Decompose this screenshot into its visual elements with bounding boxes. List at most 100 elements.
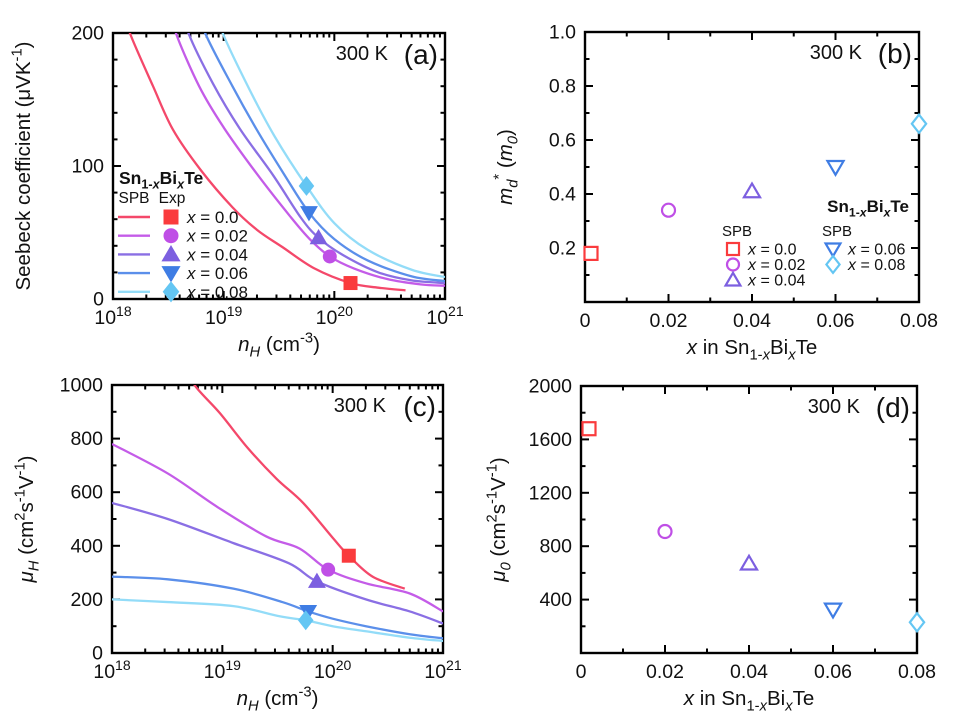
legend-title: Sn1-xBixTe: [119, 168, 204, 192]
x-tick-label-c: 1020: [314, 657, 352, 683]
curves-a: [128, 33, 445, 292]
legend-header: Exp: [159, 190, 186, 207]
spb-curve-a-series-2: [187, 33, 445, 285]
triangle-down-marker: [300, 206, 318, 222]
y-tick-label-d: 800: [539, 536, 572, 558]
triangle-down-marker: [299, 604, 318, 621]
x-tick-label-a: 1020: [316, 303, 354, 329]
y-axis-label-b: md* (m0): [491, 129, 521, 205]
legend-item-label: x = 0.08: [847, 257, 905, 274]
plot-frame-b: [583, 30, 921, 304]
panel-letter-a: (a): [404, 39, 438, 70]
panel-b: 0 0.02 0.04 0.06 0.08 0.2 0.4 0.6 0.8 1.0 x in Sn1…: [491, 22, 938, 364]
legend-b: Sn1-xBixTe SPB x = 0.0x = 0.02x = 0.04 SPB x…: [722, 197, 909, 290]
panel-c: 1018 1019 1020 1021 0 200 400 600 800 1000 nH (cm-…: [12, 375, 462, 715]
axis-ticks-c: [111, 384, 444, 654]
y-tick-label-c: 1000: [60, 375, 104, 397]
diamond-marker: [825, 254, 841, 275]
triangle-up-marker: [309, 229, 328, 245]
y-tick-label-d: 1600: [529, 429, 573, 451]
circle-marker: [660, 202, 677, 218]
square-marker: [581, 421, 597, 437]
x-tick-label-b: 0: [580, 310, 591, 332]
legend-title: Sn1-xBixTe: [827, 197, 909, 220]
spb-curve-a-series-3: [203, 33, 445, 283]
triangle-up-marker: [307, 572, 326, 588]
diamond-marker: [162, 281, 180, 303]
legend-item-label: x = 0.06: [186, 264, 248, 283]
spb-curve-a-series-1: [174, 33, 445, 287]
square-marker: [343, 276, 358, 291]
triangle-up-marker: [739, 553, 759, 571]
y-tick-label-c: 800: [70, 428, 103, 450]
y-tick-label-c: 600: [70, 482, 103, 504]
triangle-down-marker: [825, 159, 846, 177]
circle-marker: [163, 228, 179, 244]
spb-curve-c-series-0: [193, 385, 406, 590]
legend-item-label: x = 0.0: [747, 242, 797, 259]
diamond-marker: [910, 112, 928, 135]
x-tick-label-a: 1019: [205, 303, 243, 329]
y-tick-label-b: 0.4: [549, 184, 576, 206]
panel-d: 0 0.02 0.04 0.06 0.08 400 800 1200 1600 2000 x in …: [484, 376, 936, 715]
y-tick-label-a: 0: [93, 289, 104, 311]
y-tick-label-b: 0.2: [549, 238, 576, 260]
square-marker: [341, 548, 356, 563]
panel-a: 1018 1019 1020 1021 0 100 200 nH (cm-3) Seebeck …: [9, 23, 463, 361]
x-tick-label-b: 0.08: [900, 310, 938, 332]
temperature-label-c: 300 K: [334, 395, 387, 417]
y-tick-label-c: 0: [92, 643, 103, 665]
legend-item-label: x = 0.0: [186, 208, 239, 227]
x-axis-label-c: nH (cm-3): [237, 684, 319, 714]
legend-header: SPB: [722, 223, 752, 240]
diamond-marker: [908, 611, 926, 634]
x-tick-label-c: 1021: [424, 657, 462, 683]
x-axis-label-b: x in Sn1-xBixTe: [686, 336, 817, 364]
x-tick-label-d: 0.06: [814, 661, 852, 683]
y-axis-label-a: Seebeck coefficient (μVK-1): [9, 41, 35, 290]
x-tick-label-b: 0.02: [650, 310, 688, 332]
plot-frame-c: [110, 383, 445, 655]
y-tick-label-b: 0.8: [549, 76, 576, 98]
triangle-down-marker: [823, 602, 843, 620]
legend-item-label: x = 0.06: [847, 242, 905, 259]
temperature-label-d: 300 K: [808, 396, 861, 418]
y-axis-label-d: μ0 (cm2s-1V-1): [484, 457, 514, 583]
x-tick-label-b: 0.04: [733, 310, 771, 332]
triangle-up-marker: [161, 245, 181, 262]
axis-ticks-d: [580, 385, 918, 653]
legend-item-label: x = 0.04: [186, 245, 248, 264]
square-marker: [725, 241, 741, 257]
legend-header: SPB: [822, 223, 852, 240]
spb-curve-c-series-2: [112, 501, 443, 625]
circle-marker: [657, 523, 673, 540]
curves-c: [112, 385, 443, 643]
legend-item-label: x = 0.08: [186, 283, 248, 302]
plot-frame-a: [111, 31, 447, 301]
triangle-down-marker: [161, 266, 181, 283]
x-tick-label-d: 0.04: [730, 661, 768, 683]
x-tick-label-c: 1018: [93, 657, 131, 683]
y-tick-label-c: 200: [70, 589, 103, 611]
y-tick-label-d: 1200: [529, 482, 573, 504]
temperature-label-a: 300 K: [336, 43, 389, 65]
x-tick-label-d: 0.02: [646, 661, 684, 683]
temperature-label-b: 300 K: [810, 42, 863, 64]
x-tick-label-d: 0: [576, 661, 587, 683]
legend-header: SPB: [118, 190, 149, 207]
legend-item-label: x = 0.02: [747, 257, 805, 274]
x-tick-label-a: 1018: [94, 303, 132, 329]
y-tick-label-b: 0.6: [549, 130, 576, 152]
square-marker: [583, 245, 599, 261]
x-axis-label-d: x in Sn1-xBixTe: [683, 687, 814, 715]
spb-curve-c-series-4: [112, 598, 443, 643]
x-axis-label-a: nH (cm-3): [238, 330, 320, 360]
diamond-marker: [297, 610, 314, 631]
legend-item-label: x = 0.02: [186, 227, 248, 246]
x-tick-label-b: 0.06: [817, 310, 855, 332]
panel-letter-c: (c): [403, 391, 436, 422]
y-tick-label-c: 400: [70, 535, 103, 557]
